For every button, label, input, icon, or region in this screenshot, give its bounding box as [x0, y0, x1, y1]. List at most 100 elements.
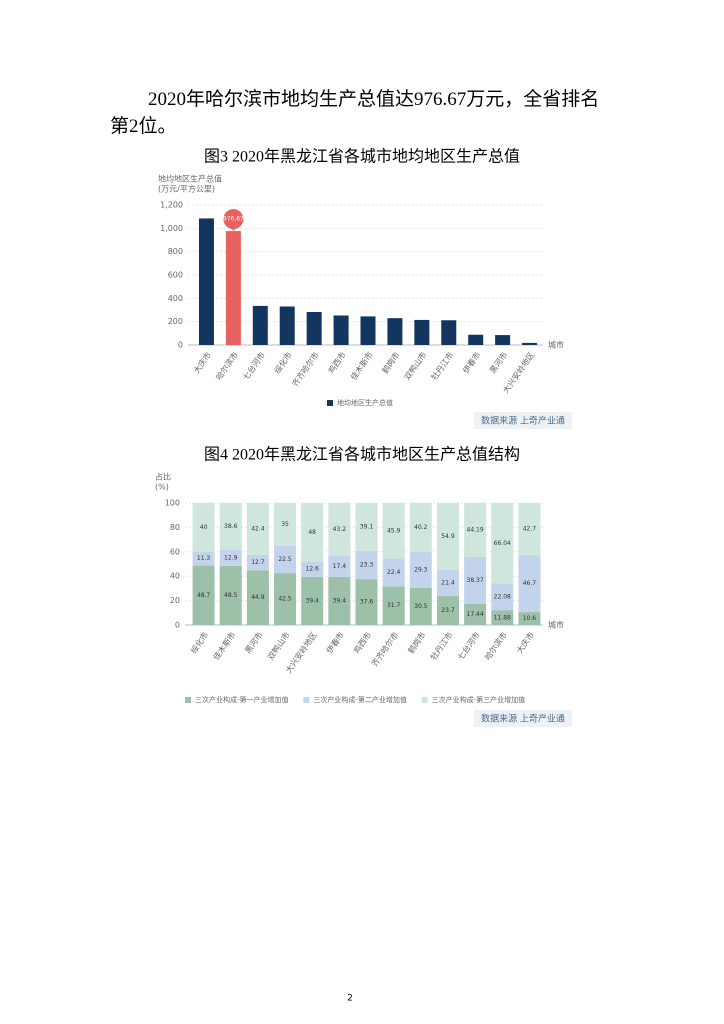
- x-tick-label: 鸡西市: [351, 630, 373, 655]
- x-tick-label: 鹤岗市: [380, 350, 402, 375]
- bar: [333, 315, 349, 345]
- x-tick-label: 鸡西市: [326, 350, 348, 375]
- y-tick-label: 200: [168, 317, 183, 326]
- x-tick-label: 哈尔滨市: [482, 630, 509, 662]
- bar-segment: [491, 610, 514, 625]
- label-pin: [223, 209, 244, 230]
- legend-swatch: [327, 400, 333, 406]
- legend-swatch: [185, 697, 191, 703]
- x-tick-label: 哈尔滨市: [214, 350, 241, 382]
- data-label: 12.6: [306, 566, 320, 573]
- x-tick-label: 齐齐哈尔市: [290, 350, 321, 389]
- legend-label: 三次产业构成-第一产业增加值: [195, 695, 289, 704]
- x-tick-label: 伊春市: [460, 350, 482, 375]
- bar-segment: [382, 503, 405, 559]
- bar: [225, 231, 241, 345]
- bar-segment: [246, 554, 269, 571]
- x-axis-label: 城市: [548, 340, 564, 350]
- bar: [387, 318, 403, 345]
- bar: [252, 305, 268, 345]
- bar: [441, 320, 457, 345]
- data-label: 23.3: [360, 561, 374, 568]
- bar-segment: [464, 556, 487, 604]
- bar-segment: [274, 545, 297, 574]
- bar-segment: [464, 503, 487, 557]
- data-label: 45.9: [387, 527, 401, 534]
- legend-label: 三次产业构成-第二产业增加值: [313, 695, 407, 704]
- data-label: 22.4: [387, 569, 401, 576]
- data-label: 21.4: [441, 580, 455, 587]
- bar-segment: [491, 503, 514, 584]
- data-label: 44.19: [467, 526, 484, 533]
- x-tick-label: 黑河市: [487, 350, 509, 375]
- y-tick-label: 40: [170, 572, 180, 581]
- bar-segment: [219, 550, 242, 566]
- x-tick-label: 绥化市: [272, 350, 294, 375]
- y-tick-label: 1,000: [160, 224, 183, 233]
- bar-segment: [192, 503, 215, 552]
- bar-segment: [436, 503, 459, 570]
- data-label: 17.44: [467, 611, 484, 618]
- data-label: 12.9: [224, 554, 238, 561]
- x-tick-label: 绥化市: [188, 630, 210, 655]
- y-tick-label: 100: [165, 499, 180, 508]
- data-label: 40: [200, 524, 208, 531]
- x-axis-label: 城市: [548, 620, 564, 630]
- data-label: 35: [281, 521, 289, 528]
- data-label: 66.04: [494, 540, 511, 547]
- bar-segment: [409, 503, 432, 553]
- x-tick-label: 牡丹江市: [429, 350, 456, 382]
- x-tick-label: 双鸭山市: [402, 350, 429, 382]
- data-label: 11.88: [494, 614, 511, 621]
- data-label: 43.2: [333, 526, 347, 533]
- bar-segment: [219, 565, 242, 625]
- data-label: 37.6: [360, 599, 374, 606]
- legend-swatch: [303, 697, 310, 703]
- bar-segment: [328, 555, 351, 577]
- bar-segment: [436, 596, 459, 625]
- bar-segment: [491, 583, 514, 611]
- y-axis-label: 占比: [155, 472, 171, 482]
- bar-segment: [382, 586, 405, 625]
- y-tick-label: 1,200: [160, 201, 183, 210]
- data-label: 31.7: [387, 602, 401, 609]
- data-label: 22.5: [278, 556, 292, 563]
- x-tick-label: 齐齐哈尔市: [369, 630, 400, 669]
- source: 数据来源 上奇产业通: [481, 713, 565, 725]
- x-tick-label: 黑河市: [243, 630, 265, 655]
- bar-segment: [301, 503, 324, 562]
- data-label: 54.9: [441, 533, 455, 540]
- legend-label: 三次产业构成-第三产业增加值: [432, 695, 526, 704]
- chart-title: 图4 2020年黑龙江省各城市地区生产总值结构: [204, 446, 520, 464]
- data-label: 40.2: [414, 524, 428, 531]
- bar: [414, 319, 430, 345]
- bar-segment: [246, 570, 269, 625]
- data-label: 29.3: [414, 566, 428, 573]
- data-label: 48.5: [224, 592, 238, 599]
- y-tick-label: 0: [178, 341, 183, 350]
- x-tick-label: 牡丹江市: [428, 630, 455, 662]
- data-label: 39.4: [333, 597, 347, 604]
- x-tick-label: 双鸭山市: [265, 630, 292, 662]
- legend-swatch: [421, 697, 428, 703]
- x-tick-label: 佳木斯市: [211, 630, 238, 662]
- bar-segment: [436, 569, 459, 597]
- y-tick-label: 800: [168, 247, 183, 256]
- bar-segment: [301, 576, 324, 625]
- y-tick-label: 600: [168, 271, 183, 280]
- x-tick-label: 鹤岗市: [406, 630, 428, 655]
- y-axis-label: (万元/平方公里): [158, 184, 215, 194]
- data-label: 11.3: [197, 555, 211, 562]
- data-label: 38.37: [467, 577, 484, 584]
- bar: [279, 306, 295, 345]
- bar-segment: [518, 612, 541, 625]
- x-tick-label: 大庆市: [191, 350, 213, 375]
- source-box: [474, 710, 572, 727]
- data-label: 42.4: [251, 525, 265, 532]
- bar-segment: [382, 558, 405, 587]
- bar-segment: [192, 565, 215, 625]
- bar-segment: [246, 503, 269, 555]
- paragraph: 2020年哈尔滨市地均生产总值达976.67万元，全省排名第2位。: [110, 89, 600, 137]
